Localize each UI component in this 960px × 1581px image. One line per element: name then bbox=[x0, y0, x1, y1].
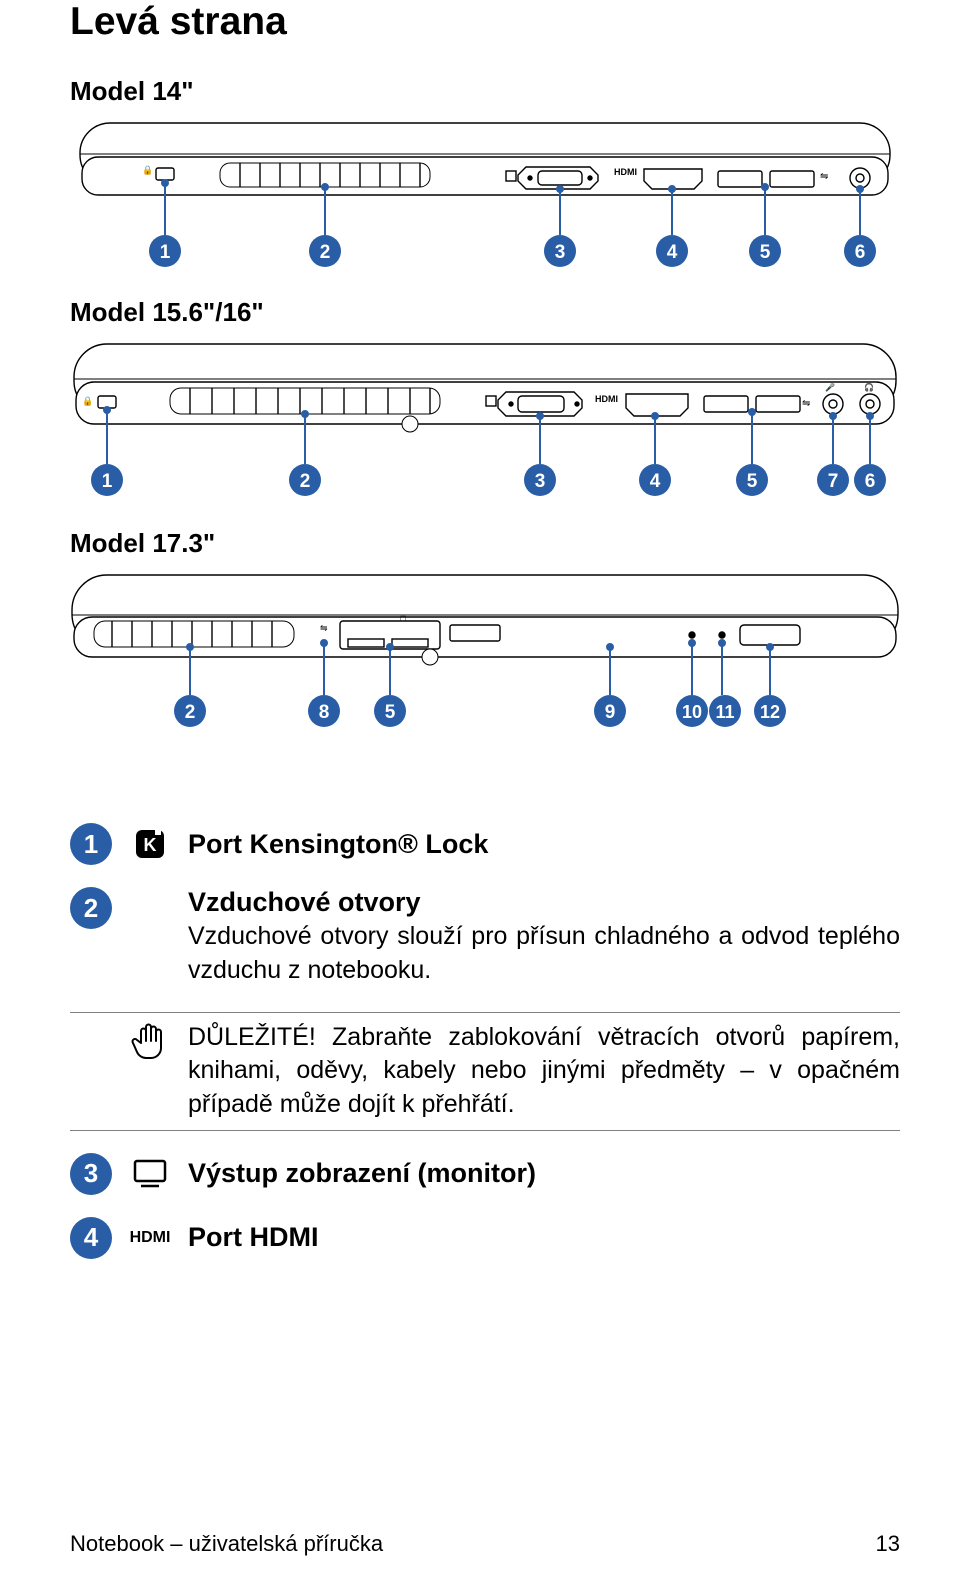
svg-text:5: 5 bbox=[747, 471, 758, 492]
model14-label: Model 14" bbox=[70, 76, 900, 107]
svg-text:3: 3 bbox=[555, 242, 566, 263]
svg-text:HDMI: HDMI bbox=[595, 394, 618, 404]
footer-page-number: 13 bbox=[876, 1531, 900, 1557]
legend-title-2: Vzduchové otvory bbox=[188, 887, 900, 918]
svg-text:HDMI: HDMI bbox=[614, 167, 637, 177]
legend-badge-3: 3 bbox=[70, 1153, 112, 1195]
svg-text:9: 9 bbox=[605, 702, 616, 723]
footer-left: Notebook – uživatelská příručka bbox=[70, 1531, 383, 1557]
legend-item-1: 1 K Port Kensington® Lock bbox=[70, 823, 900, 865]
page-title: Levá strana bbox=[70, 0, 900, 44]
svg-text:⇋: ⇋ bbox=[802, 398, 810, 409]
model14-diagram: 🔒 HDMI ⇋ bbox=[70, 113, 900, 283]
svg-text:🔒: 🔒 bbox=[142, 165, 153, 175]
svg-text:1: 1 bbox=[102, 471, 113, 492]
monitor-icon bbox=[130, 1159, 170, 1189]
model173-diagram: ⇋ ☐ 2 8 5 9 10 11 12 bbox=[70, 565, 900, 745]
legend-badge-1: 1 bbox=[70, 823, 112, 865]
legend-badge-4: 4 bbox=[70, 1217, 112, 1259]
legend-badge-2: 2 bbox=[70, 887, 112, 929]
important-note: DŮLEŽITÉ! Zabraňte zablokování větracích… bbox=[70, 1012, 900, 1131]
page-footer: Notebook – uživatelská příručka 13 bbox=[70, 1531, 900, 1557]
hand-icon bbox=[130, 1021, 170, 1065]
svg-text:⇋: ⇋ bbox=[820, 171, 828, 182]
svg-text:10: 10 bbox=[682, 702, 702, 722]
legend-item-4: 4 HDMI Port HDMI bbox=[70, 1217, 900, 1259]
svg-text:8: 8 bbox=[319, 702, 330, 723]
svg-text:2: 2 bbox=[300, 471, 311, 492]
legend-title-3: Výstup zobrazení (monitor) bbox=[188, 1158, 536, 1189]
svg-text:3: 3 bbox=[535, 471, 546, 492]
model173-label: Model 17.3" bbox=[70, 528, 900, 559]
svg-text:☐: ☐ bbox=[400, 615, 406, 623]
svg-text:2: 2 bbox=[185, 702, 196, 723]
legend-item-3: 3 Výstup zobrazení (monitor) bbox=[70, 1153, 900, 1195]
svg-text:1: 1 bbox=[160, 242, 171, 263]
svg-text:🔒: 🔒 bbox=[82, 396, 93, 406]
svg-text:🎤: 🎤 bbox=[825, 382, 835, 392]
svg-text:5: 5 bbox=[385, 702, 396, 723]
svg-text:🎧: 🎧 bbox=[864, 382, 874, 392]
svg-text:7: 7 bbox=[828, 471, 839, 492]
svg-text:K: K bbox=[144, 835, 157, 855]
legend-item-2: 2 Vzduchové otvory Vzduchové otvory slou… bbox=[70, 887, 900, 988]
important-note-text: DŮLEŽITÉ! Zabraňte zablokování větracích… bbox=[188, 1021, 900, 1122]
svg-text:2: 2 bbox=[320, 242, 331, 263]
legend-list: 1 K Port Kensington® Lock 2 Vzduchové ot… bbox=[70, 823, 900, 1259]
svg-text:4: 4 bbox=[650, 471, 661, 492]
k-lock-icon: K bbox=[130, 827, 170, 861]
hdmi-icon: HDMI bbox=[130, 1229, 170, 1247]
svg-text:6: 6 bbox=[855, 242, 866, 263]
svg-text:11: 11 bbox=[715, 702, 734, 722]
svg-text:6: 6 bbox=[865, 471, 876, 492]
model1516-diagram: 🔒 HDMI ⇋ bbox=[70, 334, 900, 514]
svg-text:5: 5 bbox=[760, 242, 771, 263]
model1516-label: Model 15.6"/16" bbox=[70, 297, 900, 328]
svg-text:4: 4 bbox=[667, 242, 678, 263]
legend-body-2: Vzduchové otvory slouží pro přísun chlad… bbox=[188, 920, 900, 988]
legend-title-4: Port HDMI bbox=[188, 1222, 319, 1253]
legend-title-1: Port Kensington® Lock bbox=[188, 829, 488, 860]
svg-text:12: 12 bbox=[760, 702, 780, 722]
svg-text:⇋: ⇋ bbox=[320, 623, 328, 633]
